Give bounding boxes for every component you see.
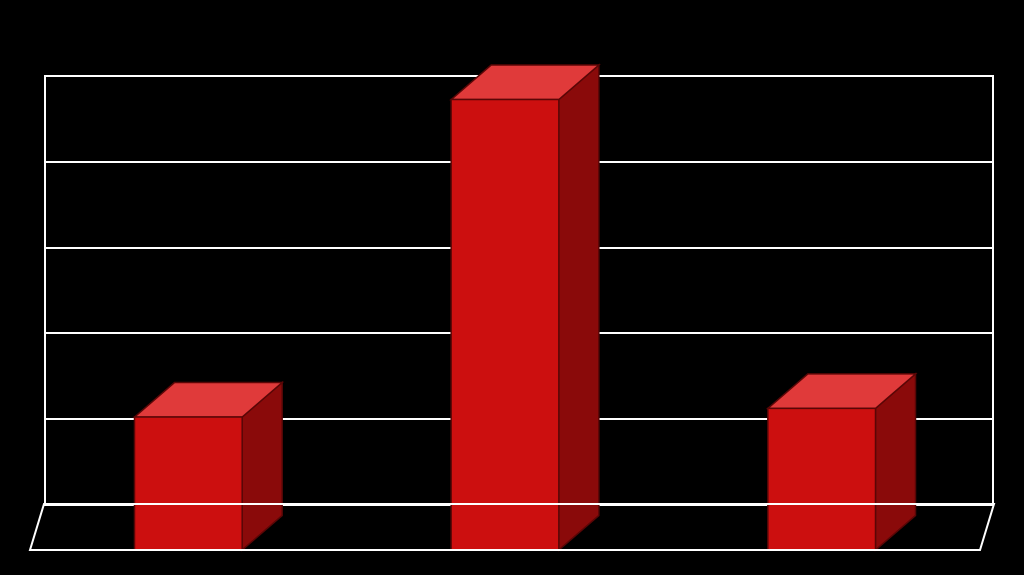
floor	[30, 10, 994, 550]
bar-chart	[0, 0, 1024, 575]
plot-area	[30, 10, 994, 550]
